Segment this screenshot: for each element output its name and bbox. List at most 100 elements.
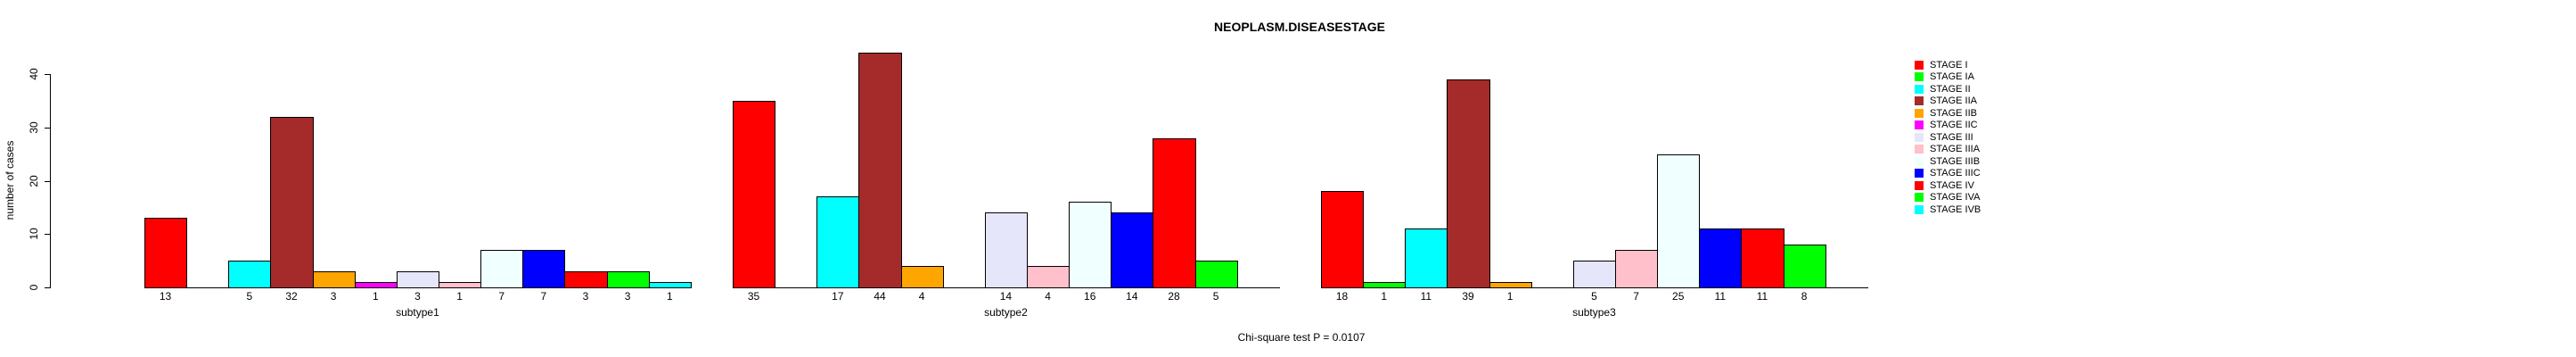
- bar-value-label: 44: [874, 290, 886, 303]
- bar: [1615, 250, 1658, 288]
- chart-title: NEOPLASM.DISEASESTAGE: [1214, 20, 1385, 34]
- legend-label: STAGE IV: [1930, 180, 1974, 191]
- legend-swatch: [1915, 181, 1924, 190]
- bar: [1111, 212, 1153, 288]
- legend-label: STAGE IIB: [1930, 108, 1977, 119]
- legend-label: STAGE IVA: [1930, 192, 1981, 203]
- legend-swatch: [1915, 193, 1924, 202]
- y-axis-tick-label: 40: [28, 68, 40, 80]
- bar: [985, 212, 1028, 288]
- bar: [480, 250, 523, 288]
- bar: [858, 53, 902, 288]
- y-axis-tick-label: 30: [28, 121, 40, 134]
- bar-value-label: 7: [540, 290, 547, 303]
- y-axis-tick: [45, 287, 50, 288]
- bar: [1699, 228, 1742, 288]
- group-label: subtype3: [1572, 306, 1616, 319]
- bar-value-label: 39: [1462, 290, 1474, 303]
- legend-swatch: [1915, 109, 1924, 118]
- bar: [1657, 154, 1700, 288]
- bar-value-label: 11: [1714, 290, 1727, 303]
- legend-label: STAGE IA: [1930, 71, 1974, 82]
- y-axis-line: [50, 74, 51, 288]
- bar: [1741, 228, 1784, 288]
- legend-swatch: [1915, 85, 1924, 94]
- legend-swatch: [1915, 169, 1924, 178]
- legend-label: STAGE III: [1930, 132, 1973, 143]
- bar: [144, 218, 187, 288]
- y-axis-tick-label: 20: [28, 175, 40, 187]
- bar-value-label: 7: [498, 290, 505, 303]
- bar-value-label: 8: [1801, 290, 1808, 303]
- group-label: subtype2: [984, 306, 1028, 319]
- y-axis-tick-label: 10: [28, 228, 40, 240]
- bar-value-label: 1: [666, 290, 673, 303]
- legend-label: STAGE IIIA: [1930, 144, 1981, 154]
- bar-value-label: 1: [1506, 290, 1514, 303]
- bar: [607, 271, 650, 288]
- bar: [1195, 261, 1238, 288]
- legend-label: STAGE II: [1930, 84, 1971, 95]
- legend-label: STAGE IIIB: [1930, 156, 1981, 167]
- bar: [228, 261, 271, 288]
- bar-value-label: 25: [1672, 290, 1685, 303]
- bar-value-label: 4: [1045, 290, 1051, 303]
- bar-value-label: 13: [159, 290, 172, 303]
- legend-label: STAGE IVB: [1930, 204, 1981, 215]
- bar-value-label: 28: [1168, 290, 1180, 303]
- y-axis-tick: [45, 128, 50, 129]
- legend-swatch: [1915, 145, 1924, 154]
- group-label: subtype1: [396, 306, 439, 319]
- bar: [1069, 202, 1112, 288]
- bar: [1153, 138, 1196, 288]
- y-axis-tick-label: 0: [28, 284, 40, 291]
- legend-label: STAGE IIC: [1930, 120, 1978, 130]
- bar: [1489, 282, 1532, 288]
- chi-square-note: Chi-square test P = 0.0107: [1237, 331, 1366, 344]
- legend-label: STAGE IIA: [1930, 95, 1977, 106]
- bar: [564, 271, 608, 288]
- bar-value-label: 18: [1335, 290, 1349, 303]
- bar-value-label: 1: [372, 290, 379, 303]
- legend-swatch: [1915, 61, 1924, 70]
- y-axis-tick: [45, 181, 50, 182]
- bar-value-label: 5: [246, 290, 253, 303]
- bar-value-label: 3: [624, 290, 631, 303]
- bar: [313, 271, 356, 288]
- bar-value-label: 7: [1633, 290, 1639, 303]
- bar-value-label: 1: [1381, 290, 1388, 303]
- bar-value-label: 3: [582, 290, 589, 303]
- bar: [816, 196, 859, 288]
- bar: [1027, 266, 1070, 288]
- bar: [1363, 282, 1406, 288]
- bar-value-label: 5: [1212, 290, 1219, 303]
- bar: [1784, 245, 1826, 288]
- bar: [901, 266, 944, 288]
- bar-value-label: 3: [330, 290, 337, 303]
- bar: [270, 117, 314, 288]
- legend-swatch: [1915, 72, 1924, 81]
- legend-swatch: [1915, 120, 1924, 129]
- bar-value-label: 11: [1756, 290, 1768, 303]
- bar: [439, 282, 481, 288]
- bar-value-label: 3: [414, 290, 421, 303]
- bar: [522, 250, 565, 288]
- bar-value-label: 17: [832, 290, 844, 303]
- bar-value-label: 1: [456, 290, 463, 303]
- bar: [1321, 191, 1364, 288]
- bar-value-label: 32: [285, 290, 298, 303]
- bar-value-label: 14: [1126, 290, 1138, 303]
- bar: [649, 282, 692, 288]
- y-axis-tick: [45, 74, 50, 75]
- bar-value-label: 5: [1591, 290, 1597, 303]
- bar: [1405, 228, 1448, 288]
- y-axis-tick: [45, 234, 50, 235]
- bar-value-label: 35: [747, 290, 760, 303]
- bar: [1447, 79, 1490, 288]
- bar: [355, 282, 398, 288]
- legend-swatch: [1915, 133, 1924, 142]
- legend-swatch: [1915, 96, 1924, 105]
- bar-value-label: 14: [999, 290, 1013, 303]
- bar: [397, 271, 439, 288]
